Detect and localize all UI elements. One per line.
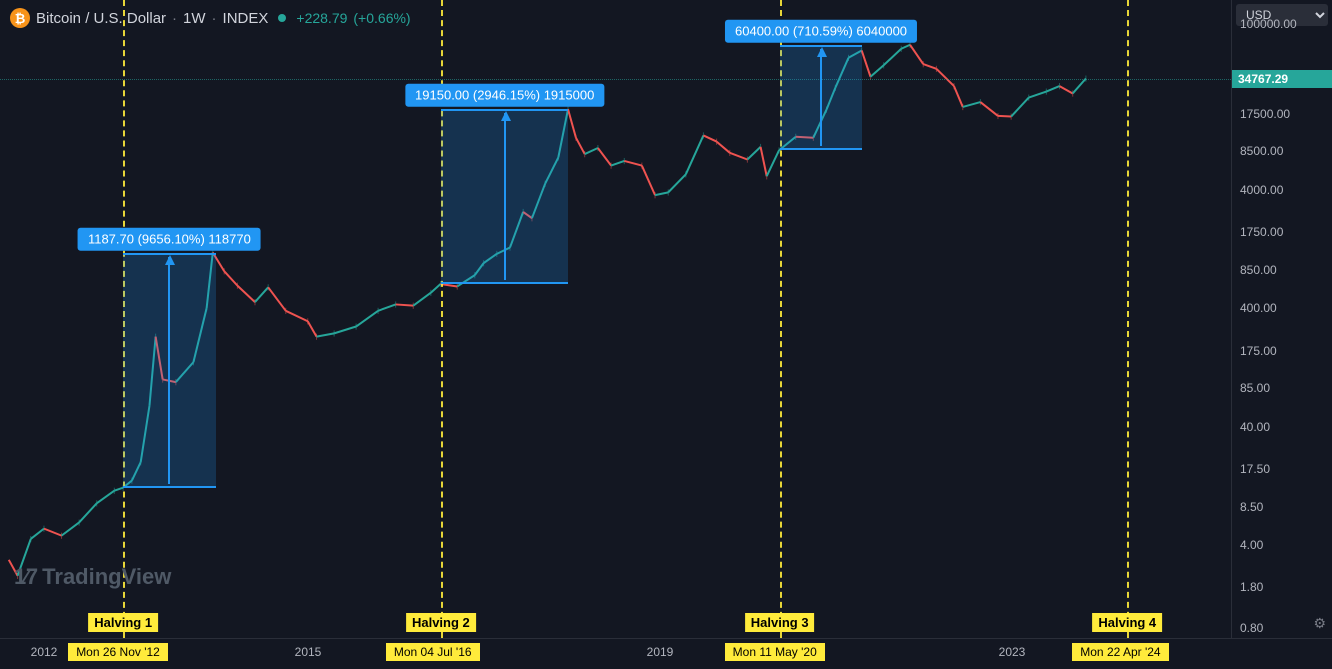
measure-arrow bbox=[504, 113, 506, 280]
y-tick: 1750.00 bbox=[1240, 225, 1283, 239]
y-tick: 100000.00 bbox=[1240, 17, 1297, 31]
measure-label: 60400.00 (710.59%) 6040000 bbox=[725, 19, 917, 42]
measure-label: 19150.00 (2946.15%) 1915000 bbox=[405, 84, 604, 107]
x-tick: 2019 bbox=[647, 645, 674, 659]
y-tick: 8500.00 bbox=[1240, 144, 1283, 158]
chart-header: ₿ Bitcoin / U.S. Dollar · 1W · INDEX +22… bbox=[4, 4, 417, 32]
btc-icon: ₿ bbox=[10, 8, 30, 28]
last-price-line bbox=[0, 79, 1231, 80]
y-tick: 175.00 bbox=[1240, 344, 1277, 358]
measure-label: 1187.70 (9656.10%) 118770 bbox=[78, 227, 261, 250]
y-tick: 0.80 bbox=[1240, 621, 1263, 635]
chart-pane[interactable]: 1⁄7 TradingView Halving 1 Halving 2 Halvin… bbox=[0, 0, 1232, 639]
market-status-dot bbox=[278, 14, 286, 22]
axis-settings-icon[interactable]: ⚙ bbox=[1313, 615, 1326, 632]
time-axis[interactable]: 2012 2015 2019 2023 Mon 26 Nov '12 Mon 04 Jul… bbox=[0, 639, 1232, 669]
x-tick: 2015 bbox=[295, 645, 322, 659]
measure-box[interactable] bbox=[123, 253, 215, 488]
halving-title: Halving 3 bbox=[745, 613, 815, 632]
y-tick: 4000.00 bbox=[1240, 183, 1283, 197]
measure-arrow bbox=[820, 49, 822, 147]
tv-text: TradingView bbox=[42, 564, 171, 590]
last-price-label: 34767.29 bbox=[1232, 70, 1332, 88]
price-change-pct: (+0.66%) bbox=[353, 10, 410, 26]
source-label: INDEX bbox=[223, 10, 269, 27]
x-tick: 2023 bbox=[999, 645, 1026, 659]
symbol-pair[interactable]: Bitcoin / U.S. Dollar bbox=[36, 10, 166, 27]
halving-date-badge: Mon 22 Apr '24 bbox=[1072, 643, 1168, 661]
y-tick: 17500.00 bbox=[1240, 107, 1290, 121]
tv-mark-icon: 1⁄7 bbox=[14, 564, 36, 590]
interval-label[interactable]: 1W bbox=[183, 10, 206, 27]
tradingview-watermark: 1⁄7 TradingView bbox=[14, 564, 171, 590]
halving-title: Halving 1 bbox=[88, 613, 158, 632]
measure-box[interactable] bbox=[441, 109, 569, 284]
price-change-abs: +228.79 bbox=[296, 10, 347, 26]
y-tick: 8.50 bbox=[1240, 500, 1263, 514]
x-tick: 2012 bbox=[31, 645, 58, 659]
measure-box[interactable] bbox=[780, 45, 863, 151]
separator-dot: · bbox=[172, 10, 177, 27]
y-tick: 400.00 bbox=[1240, 301, 1277, 315]
halving-line bbox=[1127, 0, 1129, 638]
y-tick: 40.00 bbox=[1240, 420, 1270, 434]
y-tick: 850.00 bbox=[1240, 263, 1277, 277]
halving-title: Halving 2 bbox=[406, 613, 476, 632]
measure-arrow bbox=[168, 257, 170, 484]
separator-dot: · bbox=[212, 10, 217, 27]
price-axis[interactable]: USD ⚙ 100000.0017500.008500.004000.00175… bbox=[1232, 0, 1332, 639]
y-tick: 1.80 bbox=[1240, 580, 1263, 594]
halving-title: Halving 4 bbox=[1092, 613, 1162, 632]
y-tick: 85.00 bbox=[1240, 381, 1270, 395]
y-tick: 4.00 bbox=[1240, 538, 1263, 552]
y-tick: 17.50 bbox=[1240, 462, 1270, 476]
halving-date-badge: Mon 11 May '20 bbox=[725, 643, 825, 661]
halving-date-badge: Mon 04 Jul '16 bbox=[386, 643, 480, 661]
halving-date-badge: Mon 26 Nov '12 bbox=[68, 643, 168, 661]
